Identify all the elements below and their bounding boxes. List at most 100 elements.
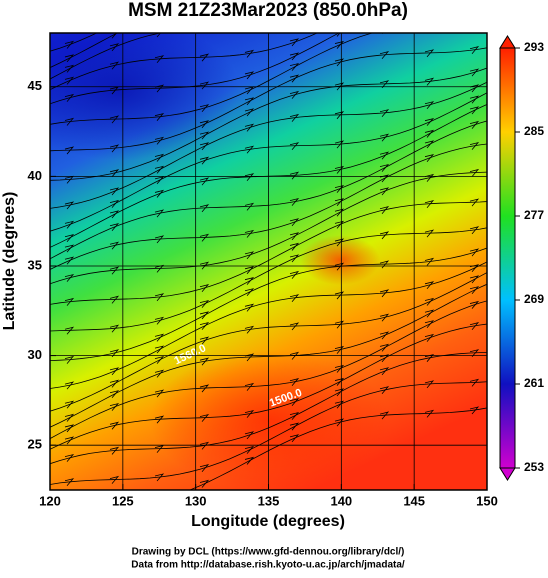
arrowhead [199,204,210,213]
arrowhead [154,112,165,121]
arrowhead [109,402,120,411]
arrowhead [154,473,165,482]
arrowhead [109,421,120,430]
arrowhead [289,422,300,431]
arrowhead [154,415,165,424]
arrowhead [469,349,480,358]
arrowhead [244,445,255,454]
arrowhead [154,235,165,244]
streamline [50,171,487,285]
arrowhead [65,22,73,29]
arrowhead [289,411,300,420]
arrowhead [424,173,435,182]
arrowhead [244,202,255,211]
y-tick-label: 25 [28,437,42,452]
arrowhead [334,364,345,373]
arrowhead [64,146,75,155]
streamline [50,47,487,152]
arrowhead [334,111,345,120]
arrowhead [155,497,163,504]
arrowhead [154,389,165,398]
arrowhead [334,220,345,229]
colorbar-tick-label: 293 [524,40,544,54]
arrowhead [424,380,435,389]
arrowhead [244,173,255,182]
arrowhead [379,133,390,142]
arrowhead [199,104,210,113]
arrowhead [199,479,210,488]
arrowhead [64,76,75,85]
streamline [50,67,487,181]
arrowhead [64,244,75,253]
arrowhead [334,320,345,329]
arrowhead [424,101,435,110]
arrowhead [334,291,345,300]
arrowhead [199,357,210,366]
arrowhead [154,355,165,364]
arrowhead [289,232,300,241]
arrowhead [289,62,300,71]
arrowhead [334,165,345,174]
arrowhead [334,140,345,149]
arrowhead [244,325,255,334]
arrowhead [334,82,345,91]
arrowhead [425,0,433,2]
arrowhead [244,456,255,465]
arrowhead [154,165,165,174]
colorbar-extend-top [499,35,516,49]
streamline [50,33,340,105]
arrowhead [469,248,480,257]
arrowhead [334,377,345,386]
arrowhead [289,74,300,83]
arrowhead [64,201,75,210]
arrowhead [64,326,75,335]
arrowhead [469,300,480,309]
y-tick-label: 40 [28,168,42,183]
arrowhead [244,266,255,275]
arrowhead [109,266,120,275]
arrowhead [244,288,255,297]
credit: Drawing by DCL (https://www.gfd-dennou.o… [132,547,405,558]
arrowhead [424,257,435,266]
arrowhead [109,379,120,388]
arrowhead [199,233,210,242]
arrowhead [379,411,390,420]
arrowhead [289,434,300,443]
arrowhead [379,331,390,340]
arrowhead [424,229,435,238]
arrowhead [154,333,165,342]
arrowhead [64,220,75,229]
arrowhead [109,367,120,376]
arrowhead [109,223,120,232]
arrowhead [199,131,210,140]
arrowhead [64,273,75,282]
arrowhead [154,153,165,162]
x-tick-label: 135 [258,493,280,508]
arrowhead [109,390,120,399]
arrowhead [110,8,118,15]
arrowhead [379,109,390,118]
x-tick-label: 120 [39,493,61,508]
arrowhead [64,400,75,409]
arrowhead [64,117,75,126]
arrowhead [156,33,161,38]
arrowhead [425,21,433,28]
streamline [50,261,487,389]
colorbar-tick-label: 253 [524,460,544,474]
arrowhead [379,313,390,322]
arrowhead [289,90,300,99]
arrowhead [109,446,120,455]
arrowhead [65,508,73,515]
arrowhead [424,309,435,318]
streamline [50,351,487,465]
arrowhead [109,187,120,196]
arrowhead [289,218,300,227]
arrowhead [64,64,75,73]
arrowhead [244,303,255,312]
arrowhead [64,297,75,306]
arrowhead [154,209,165,218]
arrowhead [109,295,120,304]
arrowhead [469,378,480,387]
arrowhead [199,311,210,320]
y-axis-label: Latitude (degrees) [1,192,18,331]
